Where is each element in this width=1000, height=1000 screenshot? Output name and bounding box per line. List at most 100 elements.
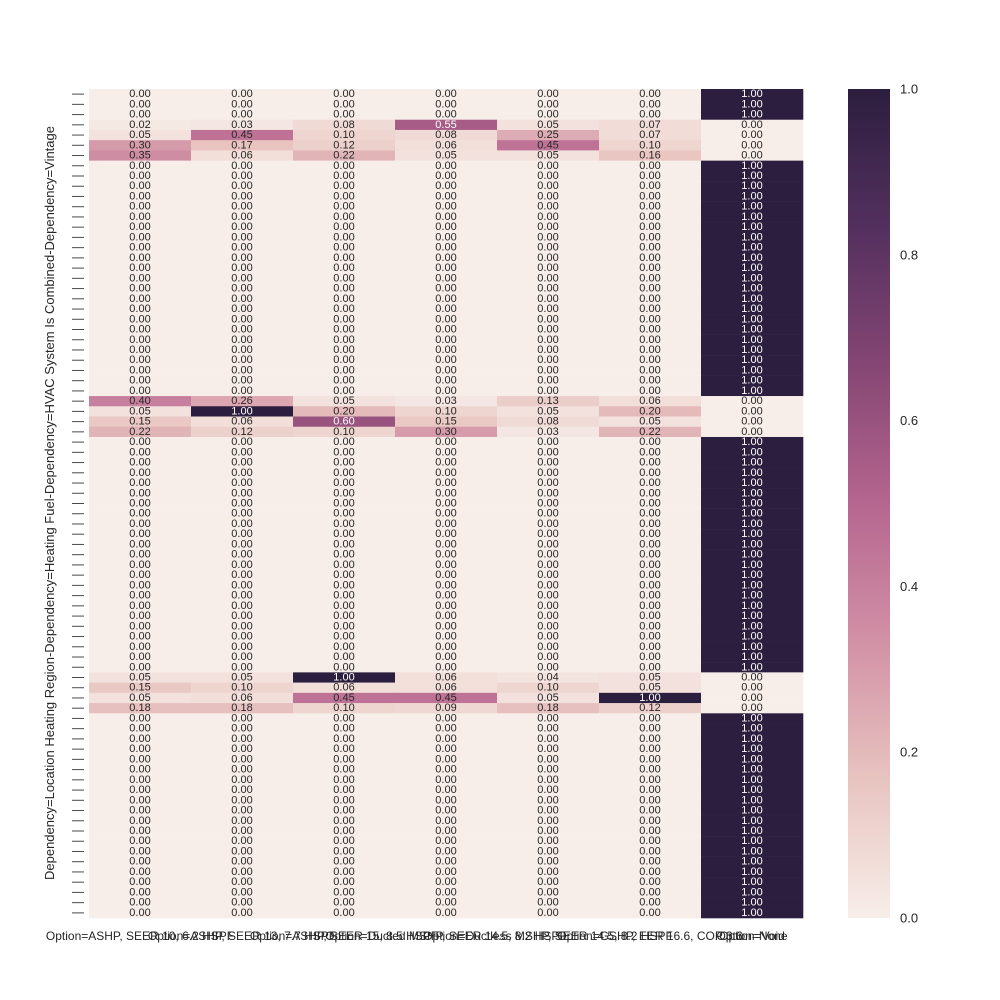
heatmap-cell [89, 754, 192, 765]
heatmap-cell [293, 846, 396, 857]
heatmap-cell [293, 723, 396, 735]
heatmap-cell [395, 344, 498, 356]
heatmap-cell [89, 662, 192, 673]
heatmap-cell [293, 334, 396, 346]
heatmap-cell [293, 416, 396, 428]
cell-annotation: 1.00 [741, 160, 762, 172]
cell-annotation: 0.00 [129, 845, 150, 857]
heatmap-cell [497, 477, 600, 489]
heatmap-cell [599, 610, 702, 622]
cell-annotation: 1.00 [741, 907, 762, 919]
cell-annotation: 0.00 [639, 262, 660, 274]
cell-annotation: 0.00 [435, 753, 456, 765]
cell-annotation: 0.00 [333, 815, 354, 827]
heatmap-cell [395, 396, 498, 407]
heatmap-cells [89, 89, 804, 919]
cell-annotation: 0.15 [129, 682, 150, 694]
heatmap-cell [293, 436, 396, 448]
heatmap-cell [293, 160, 396, 172]
cell-annotation: 0.00 [435, 354, 456, 366]
cell-annotation: 1.00 [741, 733, 762, 745]
heatmap-cell [89, 733, 192, 745]
heatmap-cell [191, 600, 294, 612]
heatmap-cell [191, 518, 294, 530]
heatmap-cell [293, 426, 396, 438]
heatmap-cell [497, 283, 600, 294]
cell-annotation: 0.00 [435, 723, 456, 735]
cell-annotation: 0.00 [639, 508, 660, 520]
cell-annotation: 0.00 [639, 221, 660, 233]
heatmap-cell [191, 344, 294, 356]
heatmap-cell [293, 590, 396, 602]
cell-annotation: 0.00 [231, 907, 252, 919]
cell-annotation: 0.00 [639, 293, 660, 305]
heatmap-cell [395, 723, 498, 735]
cell-annotation: 0.00 [333, 354, 354, 366]
cell-annotation: 0.00 [333, 764, 354, 776]
heatmap-cell [191, 744, 294, 755]
heatmap-cell [191, 170, 294, 182]
heatmap-cell [395, 518, 498, 530]
cell-annotation: 0.00 [129, 651, 150, 663]
cell-annotation: 0.05 [333, 395, 354, 407]
cell-annotation: 0.45 [231, 129, 252, 141]
heatmap-cell [497, 488, 600, 499]
heatmap-cell [191, 477, 294, 489]
cell-annotation: 0.00 [435, 252, 456, 264]
heatmap-cell [497, 744, 600, 755]
heatmap-cell [89, 651, 192, 663]
cell-annotation: 0.00 [231, 784, 252, 796]
heatmap-cell [497, 160, 600, 172]
heatmap-cell [89, 774, 192, 786]
cell-annotation: 0.00 [639, 559, 660, 571]
cell-annotation: 0.00 [537, 109, 558, 121]
cell-annotation: 0.60 [333, 416, 354, 428]
heatmap-cell [191, 529, 294, 540]
heatmap-cell [599, 99, 702, 110]
heatmap-cell [599, 457, 702, 468]
heatmap-cell [701, 774, 804, 786]
cell-annotation: 0.00 [537, 467, 558, 479]
cell-annotation: 0.00 [435, 784, 456, 796]
cell-annotation: 0.00 [639, 272, 660, 284]
heatmap-cell [191, 211, 294, 223]
cell-annotation: 0.00 [537, 446, 558, 458]
heatmap-cell [191, 314, 294, 325]
heatmap-cell [701, 897, 804, 909]
heatmap-cell [293, 907, 396, 919]
cell-annotation: 0.00 [741, 692, 762, 704]
x-tick-label: Option=ASHP, SEER 10, 6.2 HSPF [46, 929, 234, 943]
cell-annotation: 0.00 [129, 825, 150, 837]
heatmap-cell [89, 692, 192, 704]
cell-annotation: 0.00 [129, 815, 150, 827]
cell-annotation: 0.00 [639, 805, 660, 817]
heatmap-cell [293, 641, 396, 653]
cell-annotation: 1.00 [741, 211, 762, 223]
heatmap-cell [599, 508, 702, 520]
heatmap-cell [293, 764, 396, 776]
cell-annotation: 0.00 [537, 334, 558, 346]
cell-annotation: 0.00 [333, 590, 354, 602]
heatmap-cell [701, 365, 804, 376]
cell-annotation: 1.00 [741, 784, 762, 796]
heatmap-cell [599, 774, 702, 786]
heatmap-cell [497, 887, 600, 898]
cell-annotation: 0.00 [129, 835, 150, 847]
heatmap-cell [497, 682, 600, 694]
heatmap-cell [599, 191, 702, 202]
cell-annotation: 0.00 [333, 201, 354, 213]
cell-annotation: 0.00 [333, 784, 354, 796]
cell-annotation: 1.00 [741, 385, 762, 397]
cell-annotation: 0.00 [231, 753, 252, 765]
heatmap-cell [395, 119, 498, 131]
heatmap-cell [395, 283, 498, 294]
heatmap-cell [395, 744, 498, 755]
cell-annotation: 1.00 [639, 692, 660, 704]
heatmap-cell [293, 744, 396, 755]
heatmap-cell [89, 334, 192, 346]
heatmap-cell [395, 856, 498, 868]
cell-annotation: 0.00 [129, 375, 150, 387]
heatmap-cell [89, 273, 192, 284]
heatmap-cell [293, 170, 396, 182]
heatmap-cell [395, 877, 498, 888]
